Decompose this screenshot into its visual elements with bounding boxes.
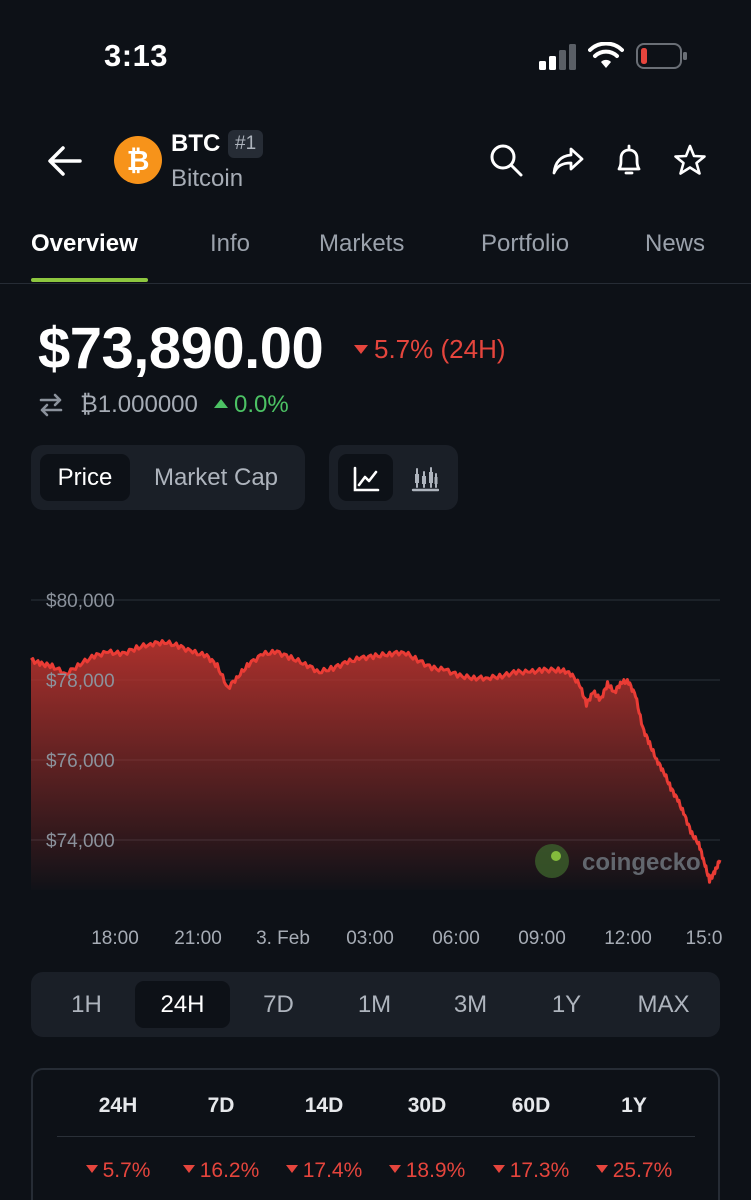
coin-header: ₿ BTC #1 Bitcoin	[0, 120, 751, 205]
range-7d[interactable]: 7D	[263, 991, 294, 1018]
perf-header-7d: 7D	[207, 1094, 235, 1117]
perf-value-1y: 25.7%	[584, 1159, 684, 1183]
gecko-eye-icon	[551, 851, 561, 861]
y-tick-label: $78,000	[46, 671, 115, 692]
caret-down-icon	[85, 1165, 98, 1174]
perf-value-60d: 17.3%	[481, 1159, 581, 1183]
price-change-value: 5.7% (24H)	[374, 334, 506, 364]
perf-divider	[57, 1136, 695, 1137]
y-tick-label: $80,000	[46, 591, 115, 612]
price-area-fill	[31, 640, 720, 890]
range-24h[interactable]: 24H	[135, 981, 230, 1028]
tab-news[interactable]: News	[645, 230, 706, 257]
caret-down-icon	[388, 1165, 401, 1174]
battery-icon	[636, 43, 687, 69]
signal-icon	[539, 44, 576, 70]
range-max[interactable]: MAX	[637, 991, 690, 1018]
share-button[interactable]	[550, 142, 586, 178]
coingecko-watermark: coingecko	[535, 844, 701, 878]
current-price: $73,890.00	[38, 316, 324, 381]
perf-header-30d: 30D	[407, 1094, 447, 1117]
tab-info[interactable]: Info	[210, 230, 251, 257]
range-1m[interactable]: 1M	[357, 991, 392, 1018]
range-1h[interactable]: 1H	[71, 991, 102, 1018]
perf-value-7d: 16.2%	[171, 1159, 271, 1183]
btc-amount: ₿1.000000	[80, 391, 198, 418]
swap-arrows-icon	[39, 393, 63, 417]
back-arrow-icon[interactable]	[44, 140, 86, 182]
favorite-button[interactable]	[672, 142, 708, 178]
bell-icon	[617, 144, 641, 175]
perf-value-24h: 5.7%	[68, 1159, 168, 1183]
caret-down-icon	[285, 1165, 298, 1174]
gecko-logo-icon	[535, 844, 569, 878]
price-line	[30, 639, 722, 884]
metric-toggle: Price Market Cap	[31, 445, 305, 510]
y-tick-label: $76,000	[46, 751, 115, 772]
perf-value-text: 25.7%	[612, 1159, 673, 1182]
tab-markets[interactable]: Markets	[319, 230, 405, 257]
star-icon	[674, 144, 706, 175]
rank-badge: #1	[228, 130, 264, 158]
x-tick-label: 15:0	[686, 928, 723, 949]
x-tick-label: 06:00	[432, 928, 480, 949]
tab-portfolio[interactable]: Portfolio	[481, 230, 570, 257]
caret-down-icon	[354, 344, 368, 354]
coin-name: Bitcoin	[171, 165, 244, 192]
toggle-market-cap[interactable]: Market Cap	[153, 464, 279, 491]
tab-overview[interactable]: Overview	[31, 230, 138, 257]
x-tick-label: 09:00	[518, 928, 566, 949]
line-chart-icon	[353, 466, 379, 491]
perf-value-text: 17.4%	[302, 1159, 363, 1182]
watermark-text: coingecko	[582, 849, 701, 876]
caret-down-icon	[182, 1165, 195, 1174]
x-tick-label: 18:00	[91, 928, 139, 949]
perf-header-24h: 24H	[98, 1094, 138, 1117]
perf-value-text: 18.9%	[405, 1159, 466, 1182]
search-icon	[490, 144, 523, 177]
x-tick-label: 03:00	[346, 928, 394, 949]
caret-down-icon	[492, 1165, 505, 1174]
perf-value-30d: 18.9%	[377, 1159, 477, 1183]
candlestick-chart-button[interactable]	[397, 454, 452, 501]
performance-table: 24H 7D 14D 30D 60D 1Y 5.7% 16.2% 17.4% 1…	[31, 1068, 720, 1200]
perf-value-text: 17.3%	[509, 1159, 570, 1182]
x-tick-label: 21:00	[174, 928, 222, 949]
perf-header-1y: 1Y	[621, 1094, 647, 1117]
perf-header-60d: 60D	[511, 1094, 551, 1117]
search-button[interactable]	[488, 142, 524, 178]
btc-change-value: 0.0%	[234, 391, 289, 418]
perf-value-text: 5.7%	[102, 1159, 151, 1182]
perf-value-text: 16.2%	[199, 1159, 260, 1182]
bitcoin-logo: ₿	[114, 136, 162, 184]
active-tab-indicator	[31, 278, 148, 282]
status-bar: 3:13	[0, 0, 751, 110]
caret-down-icon	[595, 1165, 608, 1174]
x-tick-label: 12:00	[604, 928, 652, 949]
caret-up-icon	[214, 399, 228, 409]
line-chart-button[interactable]	[338, 454, 393, 501]
status-time: 3:13	[104, 38, 169, 73]
time-range-selector: 1H 24H 7D 1M 3M 1Y MAX	[31, 972, 720, 1037]
range-1y[interactable]: 1Y	[551, 991, 582, 1018]
price-chart[interactable]: $80,000 $78,000 $76,000 $74,000 18:00 21:00 3…	[0, 560, 751, 960]
perf-header-14d: 14D	[304, 1094, 344, 1117]
chart-type-toggle	[329, 445, 458, 510]
btc-change: 0.0%	[214, 391, 289, 419]
wifi-icon	[588, 42, 624, 68]
range-3m[interactable]: 3M	[453, 991, 488, 1018]
share-icon	[552, 147, 584, 175]
coin-symbol: BTC	[171, 130, 221, 157]
toggle-price[interactable]: Price	[40, 454, 130, 501]
y-tick-label: $74,000	[46, 831, 115, 852]
alert-button[interactable]	[611, 142, 647, 178]
price-change-24h: 5.7% (24H)	[354, 334, 506, 365]
candlestick-icon	[411, 466, 439, 491]
perf-value-14d: 17.4%	[274, 1159, 374, 1183]
x-tick-label: 3. Feb	[256, 928, 310, 949]
section-tabs: Overview Info Markets Portfolio News	[0, 220, 751, 284]
